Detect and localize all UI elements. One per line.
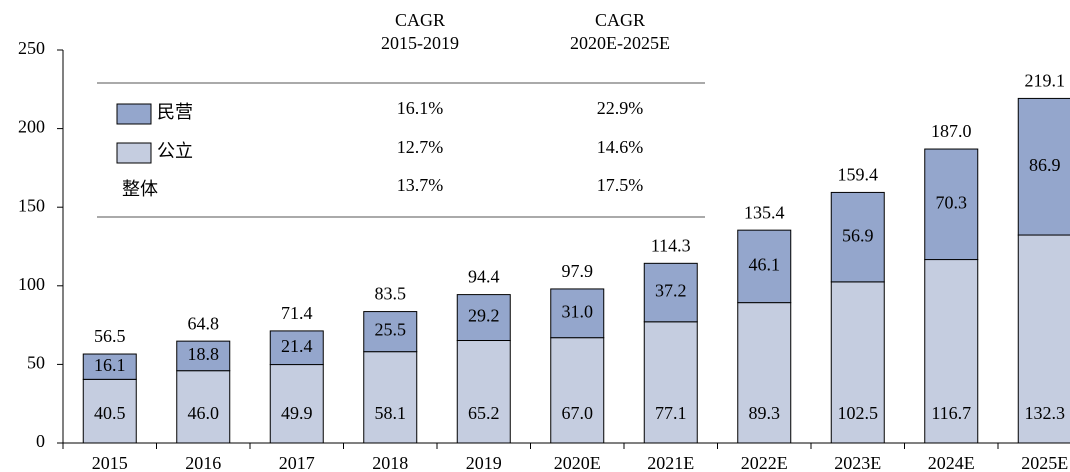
total-label: 83.5: [375, 284, 407, 304]
table-header: CAGR: [595, 10, 645, 30]
value-label: 37.2: [655, 281, 687, 301]
total-label: 114.3: [651, 235, 691, 255]
bar-segment: [363, 311, 418, 353]
value-label: 46.0: [188, 403, 220, 423]
value-label: 58.1: [375, 403, 407, 423]
legend-swatch: [116, 142, 152, 164]
y-tick-label: 250: [18, 38, 45, 58]
value-label: 102.5: [838, 403, 879, 423]
legend-swatch: [116, 103, 152, 125]
value-label: 49.9: [281, 403, 313, 423]
value-label: 25.5: [375, 320, 407, 340]
row-label: 整体: [122, 179, 158, 199]
bar-segment: [830, 281, 885, 444]
x-tick-label: 2018: [372, 453, 408, 472]
total-label: 187.0: [931, 121, 972, 141]
bar-segment: [737, 229, 792, 304]
bar-segment: [269, 330, 324, 366]
table-header: 2020E-2025E: [570, 33, 670, 53]
table-value: 16.1%: [397, 98, 444, 118]
value-label: 70.3: [936, 192, 968, 212]
bar-segment: [550, 337, 605, 444]
table-value: 22.9%: [597, 98, 644, 118]
bar-segment: [643, 321, 698, 444]
value-label: 67.0: [562, 403, 594, 423]
bar-segment: [643, 262, 698, 323]
x-tick-label: 2023E: [834, 453, 881, 472]
x-tick-label: 2022E: [741, 453, 788, 472]
value-label: 132.3: [1025, 403, 1066, 423]
table-value: 13.7%: [397, 175, 444, 195]
total-label: 219.1: [1025, 71, 1066, 91]
bar-segment: [82, 378, 137, 444]
x-tick-label: 2020E: [554, 453, 601, 472]
total-label: 135.4: [744, 202, 785, 222]
bar-segment: [924, 148, 979, 261]
x-tick-label: 2015: [92, 453, 128, 472]
value-label: 18.8: [188, 344, 220, 364]
total-label: 97.9: [562, 261, 594, 281]
value-label: 40.5: [94, 403, 126, 423]
bar-segment: [924, 259, 979, 444]
value-label: 65.2: [468, 403, 500, 423]
bar-segment: [363, 351, 418, 444]
bar-segment: [176, 370, 231, 444]
legend-label: 公立: [157, 141, 193, 161]
table-header: 2015-2019: [381, 33, 459, 53]
x-tick-label: 2024E: [928, 453, 975, 472]
y-tick-label: 0: [36, 431, 45, 451]
total-label: 71.4: [281, 303, 313, 323]
y-tick-label: 150: [18, 195, 45, 215]
bar-segment: [1017, 97, 1070, 236]
total-label: 56.5: [94, 326, 126, 346]
value-label: 21.4: [281, 336, 313, 356]
table-value: 17.5%: [597, 175, 644, 195]
value-label: 29.2: [468, 306, 500, 326]
value-label: 77.1: [655, 403, 687, 423]
total-label: 159.4: [838, 165, 879, 185]
x-tick-label: 2016: [185, 453, 221, 472]
value-label: 31.0: [562, 301, 594, 321]
x-tick-label: 2017: [279, 453, 315, 472]
bar-segment: [830, 191, 885, 283]
y-tick-label: 200: [18, 117, 45, 137]
x-tick-label: 2025E: [1021, 453, 1068, 472]
value-label: 16.1: [94, 355, 126, 375]
total-label: 94.4: [468, 267, 500, 287]
value-label: 116.7: [931, 403, 971, 423]
legend-label: 民营: [157, 102, 193, 122]
bar-segment: [456, 294, 511, 342]
x-tick-label: 2019: [466, 453, 502, 472]
bar-segment: [737, 302, 792, 444]
bar-segment: [176, 340, 231, 372]
x-tick-label: 2021E: [647, 453, 694, 472]
y-tick-label: 50: [27, 353, 45, 373]
y-tick-label: 100: [18, 274, 45, 294]
bar-segment: [550, 288, 605, 339]
value-label: 46.1: [749, 255, 781, 275]
bar-segment: [456, 340, 511, 444]
table-value: 12.7%: [397, 137, 444, 157]
value-label: 89.3: [749, 403, 781, 423]
table-value: 14.6%: [597, 137, 644, 157]
total-label: 64.8: [188, 313, 220, 333]
bar-segment: [82, 353, 137, 380]
bar-segment: [269, 364, 324, 444]
table-header: CAGR: [395, 10, 445, 30]
value-label: 56.9: [842, 225, 874, 245]
value-label: 86.9: [1029, 155, 1061, 175]
